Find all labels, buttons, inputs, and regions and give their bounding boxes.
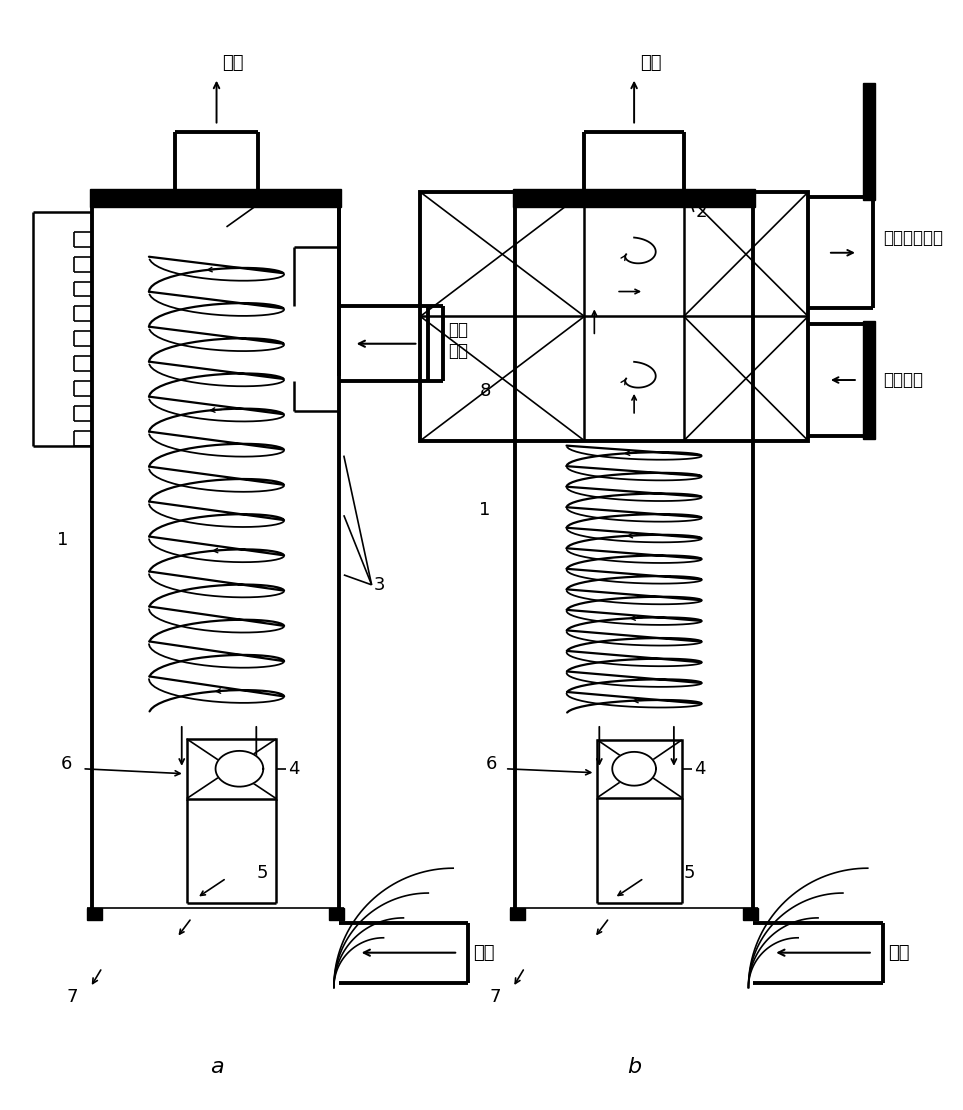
Text: 2: 2 bbox=[695, 203, 707, 221]
Text: 6: 6 bbox=[485, 755, 497, 773]
Text: 4: 4 bbox=[288, 759, 299, 778]
Bar bbox=[421, 192, 808, 441]
Polygon shape bbox=[612, 751, 656, 786]
Text: 4: 4 bbox=[693, 759, 705, 778]
Text: a: a bbox=[210, 1057, 223, 1077]
Bar bbox=[743, 908, 759, 920]
Text: 二次
空气: 二次 空气 bbox=[448, 322, 468, 360]
Bar bbox=[513, 189, 755, 208]
Text: 5: 5 bbox=[256, 865, 268, 882]
Bar bbox=[187, 739, 276, 798]
Bar bbox=[863, 322, 874, 438]
Bar bbox=[329, 908, 344, 920]
Bar bbox=[88, 908, 102, 920]
Text: 二次空气出口: 二次空气出口 bbox=[883, 229, 943, 246]
Text: 3: 3 bbox=[374, 576, 385, 594]
Text: 气体: 气体 bbox=[222, 54, 244, 72]
Text: b: b bbox=[627, 1057, 641, 1077]
Bar bbox=[509, 908, 525, 920]
Text: 气体: 气体 bbox=[473, 944, 495, 961]
Bar bbox=[597, 740, 682, 798]
Text: 气体: 气体 bbox=[888, 944, 909, 961]
Bar bbox=[863, 83, 874, 200]
Text: 7: 7 bbox=[489, 988, 501, 1007]
Text: 气体: 气体 bbox=[640, 54, 662, 72]
Text: 8: 8 bbox=[480, 382, 491, 400]
Text: 二次空气: 二次空气 bbox=[883, 371, 923, 388]
Polygon shape bbox=[216, 750, 263, 787]
Text: 1: 1 bbox=[480, 502, 491, 519]
Text: 2: 2 bbox=[271, 188, 282, 206]
Text: 6: 6 bbox=[61, 755, 72, 773]
Text: 7: 7 bbox=[66, 988, 78, 1007]
Text: 5: 5 bbox=[684, 865, 695, 882]
Text: 1: 1 bbox=[57, 531, 68, 549]
Bar bbox=[91, 189, 341, 208]
